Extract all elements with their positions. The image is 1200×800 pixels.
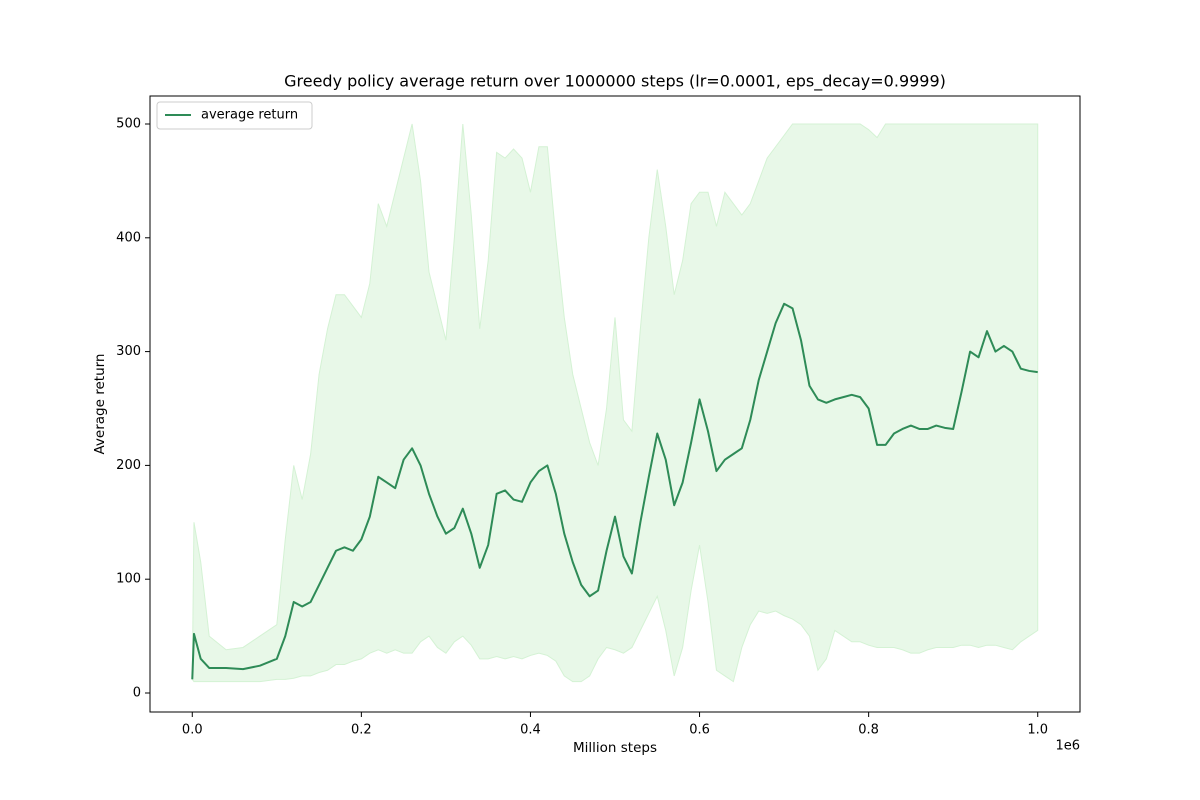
line-series	[191, 302, 1038, 680]
y-tick-label: 200	[116, 458, 141, 473]
x-tick-label: 0.8	[858, 723, 879, 738]
y-tick-label: 100	[116, 572, 141, 587]
plot-frame	[149, 95, 1081, 713]
legend-box	[156, 101, 313, 130]
x-axis-label: Million steps	[573, 740, 657, 756]
x-tick-label: 0.2	[351, 723, 372, 738]
y-tick-label: 500	[116, 116, 141, 131]
x-tick-label: 0.4	[520, 723, 541, 738]
x-tick-label: 1.0	[1027, 723, 1048, 738]
x-tick-label: 0.0	[182, 723, 203, 738]
chart-title: Greedy policy average return over 100000…	[284, 72, 946, 92]
y-tick-label: 400	[116, 230, 141, 245]
legend-label: average return	[201, 108, 298, 123]
x-tick-label: 0.6	[689, 723, 710, 738]
y-axis-label: Average return	[92, 353, 108, 454]
y-tick-label: 300	[116, 344, 141, 359]
x-offset-label: 1e6	[1055, 739, 1080, 754]
y-tick-label: 0	[133, 685, 141, 700]
band-area	[191, 123, 1039, 683]
